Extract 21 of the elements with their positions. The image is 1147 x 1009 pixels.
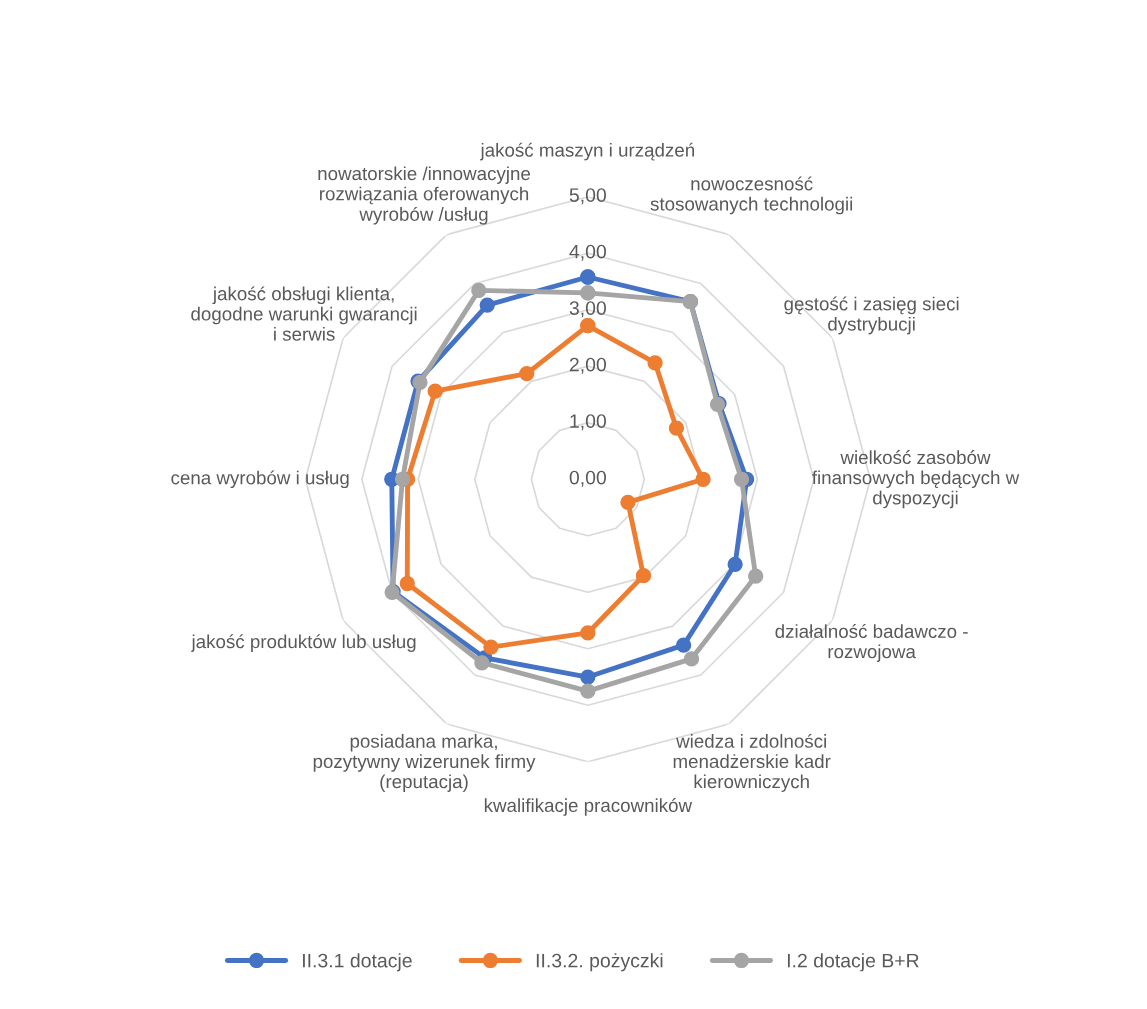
spoke-label: nowatorskie /innowacyjne rozwiązania oferowanych wyrobów /usług xyxy=(318,166,531,225)
spoke-label: jakość maszyn i urządzeń xyxy=(480,142,695,161)
spoke-label: działalność badawczo - rozwojowa xyxy=(775,624,968,662)
legend-label: I.2 dotacje B+R xyxy=(787,953,919,972)
spoke-label: nowoczesność stosowanych technologii xyxy=(650,176,853,215)
spoke-label: kwalifikacje pracowników xyxy=(484,798,693,816)
spoke-label: wielkość zasobów finansowych będących w dyspozycji xyxy=(812,450,1020,509)
y-tick-label: 0,00 xyxy=(569,470,606,487)
spoke-label: posiadana marka, pozytywny wizerunek firmy (reputacja) xyxy=(313,734,536,792)
spoke-label: jakość produktów lub usług xyxy=(191,634,416,652)
y-tick-label: 2,00 xyxy=(569,357,606,374)
spoke-label: cena wyrobów i usług xyxy=(171,470,349,489)
y-tick-label: 5,00 xyxy=(569,188,606,205)
legend-label: II.3.2. pożyczki xyxy=(536,953,663,972)
spoke-label: gęstość i zasięg sieci dystrybucji xyxy=(784,296,959,335)
spoke-label: jakość obsługi klienta, dogodne warunki gwarancji i serwis xyxy=(191,286,417,341)
legend-label: II.3.1 dotacje xyxy=(303,953,412,972)
spoke-label: wiedza i zdolności menadżerskie kadr kierowniczych xyxy=(673,733,831,792)
y-tick-label: 1,00 xyxy=(570,414,606,431)
y-tick-label: 3,00 xyxy=(569,301,606,318)
y-tick-label: 4,00 xyxy=(569,244,606,261)
